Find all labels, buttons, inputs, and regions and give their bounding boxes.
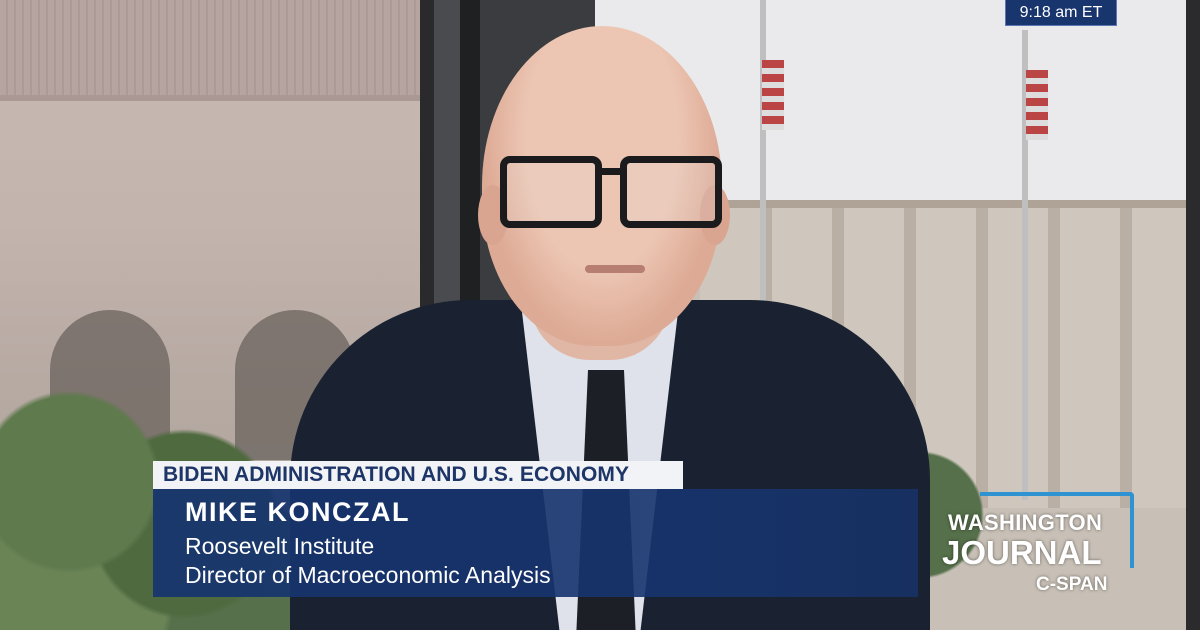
glasses-icon xyxy=(500,152,722,228)
guest-title: Director of Macroeconomic Analysis xyxy=(185,562,551,588)
window-frame-edge xyxy=(1186,0,1200,630)
guest-mouth xyxy=(585,265,645,273)
flagpole xyxy=(760,0,766,360)
washington-journal-logo: WASHINGTON JOURNAL C-SPAN xyxy=(940,490,1136,602)
guest-name-banner: MIKE KONCZAL Roosevelt Institute Directo… xyxy=(153,489,918,597)
guest-name: MIKE KONCZAL xyxy=(185,497,410,527)
logo-frame xyxy=(980,492,1134,568)
logo-line-washington: WASHINGTON xyxy=(948,510,1103,535)
flag-icon xyxy=(762,60,784,130)
broadcast-clock: 9:18 am ET xyxy=(1005,0,1117,26)
flagpole xyxy=(1022,30,1028,500)
building-roof xyxy=(0,0,420,101)
logo-line-journal: JOURNAL xyxy=(942,534,1102,571)
flag-icon xyxy=(1026,70,1048,140)
logo-network: C-SPAN xyxy=(1036,574,1108,595)
guest-head xyxy=(482,26,722,346)
topic-banner: BIDEN ADMINISTRATION AND U.S. ECONOMY xyxy=(153,461,683,489)
guest-organization: Roosevelt Institute xyxy=(185,533,375,559)
